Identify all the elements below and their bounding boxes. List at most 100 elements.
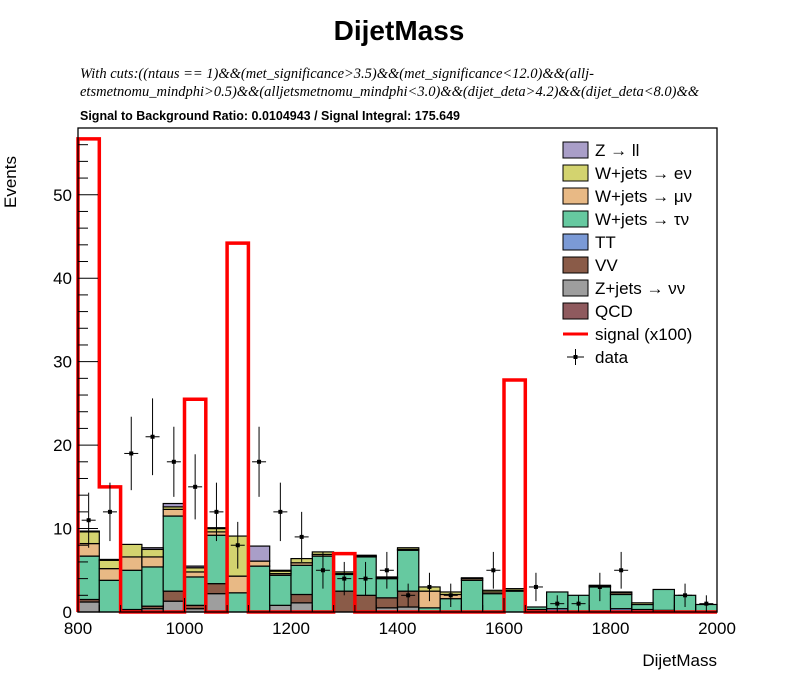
stack-bar (205, 534, 228, 585)
legend-entry: W+jets → eν (562, 164, 692, 183)
y-axis-label: Events (1, 156, 20, 208)
data-point (81, 492, 96, 548)
stack-bar (77, 555, 100, 601)
data-point (294, 511, 309, 562)
stack-bar (396, 547, 420, 551)
stack-bar (119, 569, 143, 611)
stack-bar (290, 564, 313, 596)
data-point (699, 595, 714, 612)
stack-bar (482, 593, 505, 613)
stack-bar (162, 508, 186, 517)
legend-entry: W+jets → τν (562, 210, 689, 229)
stack-bar (141, 556, 164, 568)
stack-bar (226, 592, 250, 613)
stack-bar (183, 565, 207, 569)
data-point (379, 551, 394, 589)
y-tick-label: 40 (53, 269, 72, 288)
stack-bar (269, 569, 292, 572)
stack-bar (652, 588, 675, 611)
legend-label: VV (595, 256, 618, 275)
legend-entry: TT (562, 233, 616, 252)
stack-bar (247, 545, 271, 562)
legend-entry: signal (x100) (563, 325, 692, 344)
data-points (81, 398, 714, 612)
cuts-line-2: etsmetnomu_mindphi>0.5)&&(alljetsmetnomu… (80, 84, 700, 100)
x-tick-label: 2000 (698, 619, 736, 638)
stack-bar (609, 591, 633, 594)
data-point (401, 583, 416, 607)
legend-entry: W+jets → μν (562, 187, 692, 206)
legend-swatch (562, 256, 589, 274)
legend: Z → ll W+jets → eν W+jets → μν W+jets → τν T… (562, 141, 692, 367)
legend-label: QCD (595, 302, 633, 321)
data-point (252, 426, 267, 497)
data-point (592, 572, 607, 602)
stack-bar (226, 575, 250, 594)
legend-label: Z → ll (595, 141, 639, 160)
y-tick-label: 50 (53, 186, 72, 205)
legend-swatch (562, 302, 589, 320)
y-tick-label: 10 (53, 520, 72, 539)
data-point (422, 572, 437, 602)
stack-bar (524, 606, 548, 611)
stack-bar (119, 543, 143, 558)
stack-bar (631, 602, 654, 606)
stack-bar (269, 574, 292, 606)
data-point (528, 572, 543, 602)
stack-bar (482, 589, 505, 593)
axes-ticks: 800 1000 1200 1400 1600 1800 2000 0 10 20 30 40 50 (53, 127, 736, 638)
stack-bar (162, 515, 186, 592)
data-point (145, 398, 160, 476)
legend-swatch (562, 233, 589, 251)
stack-bar (503, 590, 526, 613)
data-point (209, 482, 224, 542)
chart-title: DijetMass (334, 15, 465, 46)
data-point (486, 551, 501, 589)
stack-bar (98, 558, 122, 561)
legend-swatch (562, 279, 589, 297)
legend-swatch (562, 164, 589, 182)
legend-label: Z+jets → νν (595, 279, 685, 298)
stack-bar (119, 556, 143, 571)
stack-bar (354, 554, 377, 557)
stack-bar (460, 579, 484, 613)
legend-entry: data (567, 348, 629, 367)
x-tick-label: 1200 (272, 619, 310, 638)
stack-bar (141, 566, 164, 607)
stack-bar (503, 588, 526, 591)
legend-swatch (562, 210, 589, 228)
legend-entry: Z+jets → νν (562, 279, 685, 298)
data-point (550, 595, 565, 612)
data-point (315, 551, 330, 589)
data-point (337, 561, 352, 596)
stack-bar (247, 565, 271, 613)
x-tick-label: 1600 (485, 619, 523, 638)
stack-bar (183, 571, 207, 578)
stack-bar (631, 603, 654, 611)
stack-bar (183, 567, 207, 573)
stack-bar (98, 559, 122, 570)
data-point (230, 521, 245, 569)
stack-bar (375, 597, 399, 609)
x-tick-label: 1000 (166, 619, 204, 638)
legend-swatch (562, 141, 589, 159)
stack-bar (205, 593, 228, 613)
stack-bar (354, 594, 377, 613)
data-point (273, 482, 288, 542)
data-point (102, 482, 117, 542)
legend-entry: Z → ll (562, 141, 639, 160)
stack-bar (98, 568, 122, 581)
data-point (614, 551, 629, 589)
signal-background-ratio: Signal to Background Ratio: 0.0104943 / … (80, 109, 460, 123)
x-tick-label: 1400 (379, 619, 417, 638)
stack-bar (460, 577, 484, 580)
data-point (443, 583, 458, 607)
stack-bar (609, 593, 633, 610)
stack-bar (141, 547, 164, 551)
legend-label: data (595, 348, 629, 367)
data-point (571, 595, 586, 612)
x-axis-label: DijetMass (642, 651, 717, 670)
data-point (188, 454, 203, 520)
stack-bar (98, 579, 122, 613)
